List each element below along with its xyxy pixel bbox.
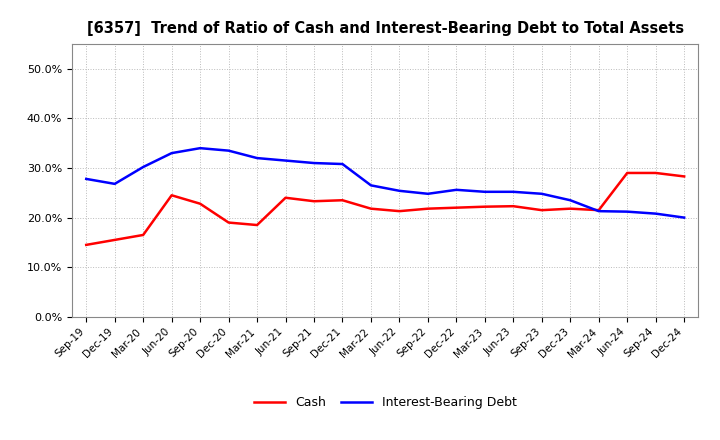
Cash xyxy=(366,206,375,211)
Cash xyxy=(196,201,204,206)
Interest-Bearing Debt xyxy=(82,176,91,182)
Interest-Bearing Debt xyxy=(167,150,176,156)
Interest-Bearing Debt xyxy=(338,161,347,167)
Cash xyxy=(395,209,404,214)
Cash xyxy=(652,170,660,176)
Interest-Bearing Debt xyxy=(509,189,518,194)
Cash xyxy=(338,198,347,203)
Interest-Bearing Debt xyxy=(253,155,261,161)
Cash xyxy=(595,208,603,213)
Cash xyxy=(423,206,432,211)
Interest-Bearing Debt xyxy=(652,211,660,216)
Interest-Bearing Debt xyxy=(282,158,290,163)
Cash xyxy=(225,220,233,225)
Cash xyxy=(253,222,261,227)
Cash xyxy=(310,198,318,204)
Interest-Bearing Debt xyxy=(196,146,204,151)
Interest-Bearing Debt xyxy=(139,165,148,170)
Legend: Cash, Interest-Bearing Debt: Cash, Interest-Bearing Debt xyxy=(248,391,522,414)
Interest-Bearing Debt xyxy=(680,215,688,220)
Interest-Bearing Debt xyxy=(452,187,461,192)
Interest-Bearing Debt xyxy=(423,191,432,196)
Cash xyxy=(110,237,119,242)
Cash xyxy=(566,206,575,211)
Interest-Bearing Debt xyxy=(566,198,575,203)
Interest-Bearing Debt xyxy=(480,189,489,194)
Interest-Bearing Debt xyxy=(595,209,603,214)
Line: Cash: Cash xyxy=(86,173,684,245)
Interest-Bearing Debt xyxy=(366,183,375,188)
Interest-Bearing Debt xyxy=(310,161,318,166)
Cash xyxy=(509,204,518,209)
Cash xyxy=(480,204,489,209)
Interest-Bearing Debt xyxy=(110,181,119,187)
Interest-Bearing Debt xyxy=(225,148,233,153)
Cash xyxy=(680,174,688,179)
Cash xyxy=(282,195,290,200)
Cash xyxy=(82,242,91,248)
Interest-Bearing Debt xyxy=(537,191,546,196)
Cash xyxy=(452,205,461,210)
Title: [6357]  Trend of Ratio of Cash and Interest-Bearing Debt to Total Assets: [6357] Trend of Ratio of Cash and Intere… xyxy=(86,21,684,36)
Cash xyxy=(623,170,631,176)
Cash xyxy=(139,232,148,238)
Cash xyxy=(167,193,176,198)
Cash xyxy=(537,208,546,213)
Interest-Bearing Debt xyxy=(623,209,631,214)
Line: Interest-Bearing Debt: Interest-Bearing Debt xyxy=(86,148,684,218)
Interest-Bearing Debt xyxy=(395,188,404,194)
